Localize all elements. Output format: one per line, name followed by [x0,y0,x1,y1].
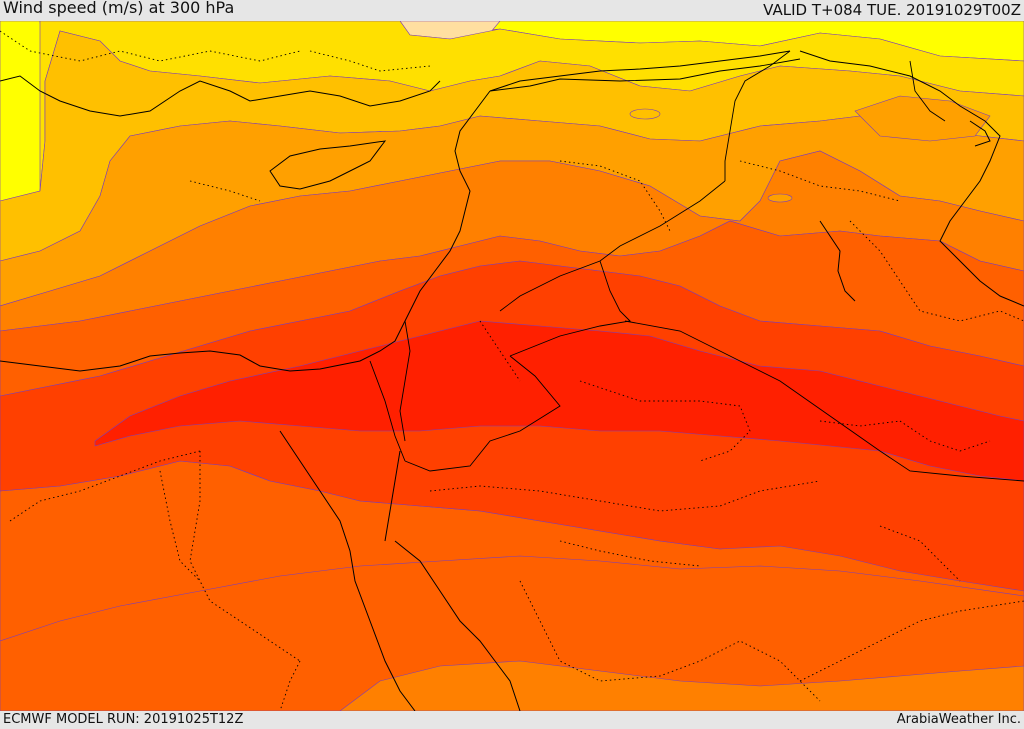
valid-time-label: VALID T+084 TUE. 20191029T00Z [763,1,1021,19]
country-borders [369,50,1024,482]
footer-bar: ECMWF MODEL RUN: 20191025T12Z ArabiaWeat… [0,711,1024,729]
wind-band-yellow-west [0,21,46,202]
wind-speed-map[interactable] [0,21,1024,711]
coastlines [0,50,1024,711]
internal-boundaries [0,30,1024,711]
wind-band-south-light [339,660,1024,711]
map-title: Wind speed (m/s) at 300 hPa [3,0,235,17]
wind-band-red [94,320,1024,482]
credit-label: ArabiaWeather Inc. [896,712,1021,727]
wind-cell-small [629,108,661,120]
header-bar: Wind speed (m/s) at 300 hPa VALID T+084 … [0,0,1024,21]
wind-cell-east [854,95,991,142]
wind-band-south [0,555,1024,711]
wind-cell-small-2 [767,193,793,203]
model-run-label: ECMWF MODEL RUN: 20191025T12Z [3,712,244,727]
